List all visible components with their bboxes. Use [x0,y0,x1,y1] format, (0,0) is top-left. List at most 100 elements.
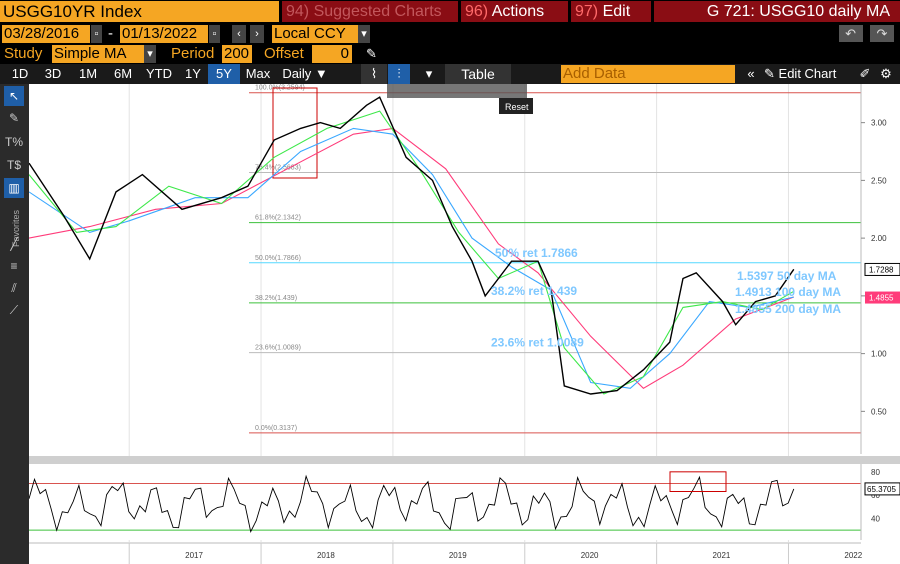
end-date-field[interactable]: 01/13/2022 [120,25,208,43]
date-separator: - [108,25,113,42]
edit-chart-button[interactable]: ✎ Edit Chart [764,64,854,84]
collapse-icon[interactable]: « [747,66,755,81]
annotation-label: 1.4913 100 day MA [735,285,841,299]
line-chart-icon[interactable]: ⌇ [361,64,387,84]
rsi-last-box [864,482,900,496]
suggested-charts-menu[interactable]: 94) Suggested Charts [282,1,458,22]
period-button[interactable]: 1Y [185,66,201,81]
study-select[interactable]: Simple MA [52,45,144,63]
rsi-background [29,464,861,540]
pane-divider[interactable] [29,456,900,464]
y-tick-label: 3.00 [871,119,887,128]
fib-level-label: 38.2%(1.439) [255,295,297,302]
x-axis: 2017 2018 2019 2020 2021 2022 [29,542,900,564]
menu-number: 96) [465,3,489,20]
chevron-down-icon[interactable]: ▾ [425,66,433,81]
annotation-label: 50% ret 1.7866 [495,246,578,260]
y-tick-label: 2.50 [871,176,887,185]
chevron-down-icon[interactable]: ▾ [144,45,156,63]
period-button[interactable]: 1D [11,66,29,81]
bars-icon[interactable]: ▥ [4,178,24,198]
last-ma-label: 1.4855 [869,294,894,303]
annotation-label: 38.2% ret 1.439 [491,284,577,298]
rsi-tick-label: 40 [871,515,880,524]
window-title: G 721: USGG10 daily MA [654,1,900,22]
y-tick-label: 1.00 [871,350,887,359]
x-tick-label: 2017 [185,551,203,560]
fib-level-label: 76.4%(2.5683) [255,164,301,171]
channel-icon[interactable]: ⫽ [11,281,17,295]
pen-icon[interactable]: ✎ [8,111,20,125]
actions-menu[interactable]: 96) Actions [461,1,568,22]
calendar-icon[interactable]: ▫ [209,25,220,43]
chevron-down-icon[interactable]: ▾ [358,25,370,43]
offset-input[interactable]: 0 [312,45,352,63]
period-button[interactable]: 5Y [208,64,240,84]
cursor-icon[interactable]: ↖ [4,86,24,106]
period-button[interactable]: Max [245,66,271,81]
offset-label: Offset [264,45,304,62]
calendar-icon[interactable]: ▫ [91,25,102,43]
title-bar: USGG10YR Index 94) Suggested Charts 96) … [0,0,900,24]
x-tick-label: 2022 [844,551,862,560]
rsi-tick-label: 80 [871,468,880,477]
chevron-left-icon[interactable]: ‹ [232,25,246,43]
edit-icon[interactable]: ✐ [859,66,871,81]
undo-icon[interactable]: ↶ [838,25,863,42]
x-tick-label: 2020 [581,551,599,560]
redo-icon[interactable]: ↷ [870,25,894,42]
y-tick-label: 0.50 [871,407,887,416]
price-chart[interactable]: 100.0%(3.2594)76.4%(2.5683)61.8%(2.1342)… [28,84,900,564]
fib-level-label: 61.8%(2.1342) [255,215,301,222]
period-button[interactable]: 1M [78,66,98,81]
fib-level-label: 0.0%(0.3137) [255,425,297,432]
chevron-right-icon[interactable]: › [250,25,264,43]
pen-icon: ✎ [764,66,775,81]
table-button[interactable]: Table [445,64,511,84]
y-tick-label: 2.00 [871,234,887,243]
period-button[interactable]: YTD [146,66,172,81]
menu-label: Suggested Charts [313,3,442,20]
period-button[interactable]: 6M [113,66,133,81]
period-label: Period [171,45,215,62]
rsi-tick-label: 60 [871,491,880,500]
pen-icon[interactable]: ✎ [366,46,377,61]
line-icon[interactable]: ╱ [10,237,18,251]
currency-select[interactable]: Local CCY [272,25,358,43]
annotation-label: 23.6% ret 1.0089 [491,336,584,350]
series-line-100-day-ma [28,127,794,389]
fib-level-label: 23.6%(1.0089) [255,345,301,352]
rsi-pane: 80 60 40 65.3705 [28,464,900,540]
add-data-input[interactable]: Add Data [561,65,735,83]
gear-icon[interactable]: ⚙ [880,66,892,81]
edit-menu[interactable]: 97) Edit [571,1,651,22]
text-dollar-icon[interactable]: T$ [6,158,21,172]
fib-icon[interactable]: ≡ [10,259,18,273]
bar-chart-icon[interactable]: ⫶ [388,64,410,84]
annotation-label: 1.5397 50 day MA [737,269,837,283]
reset-label: Reset [505,102,529,112]
zoom-popup[interactable]: Reset [387,84,533,114]
x-tick-label: 2018 [317,551,335,560]
main-pane [29,84,861,454]
period-button[interactable]: Daily ▼ [282,66,328,81]
highlight-box [272,87,318,179]
rsi-line [28,474,795,533]
menu-label: Edit [602,3,631,20]
ticker-field[interactable]: USGG10YR Index [0,1,279,22]
reset-button[interactable] [499,98,533,114]
text-percent-icon[interactable]: T% [5,135,23,149]
annotation-label: 1.4855 200 day MA [735,302,841,316]
series-line-usgg10yr [28,96,795,395]
last-price-label: 1.7288 [869,265,894,274]
period-button[interactable]: 3D [44,66,62,81]
rsi-highlight-box [669,471,727,493]
period-toolbar: 1D 3D 1M 6M YTD 1Y 5Y Max Daily ▼ ⌇ ⫶ ▾ Table Ad… [0,64,900,84]
period-input[interactable]: 200 [222,45,252,63]
menu-label: Actions [491,3,545,20]
drawing-toolbar: ↖ ✎ T% T$ ▥ Favorites ╱ ≡ ⫽ ⟋ [0,84,29,564]
trend-icon[interactable]: ⟋ [9,303,19,317]
chart-area[interactable]: 100.0%(3.2594) 76.4%(2.5683) 61.8%(2.1342)… [28,84,900,564]
start-date-field[interactable]: 03/28/2016 [2,25,90,43]
zoom-bar[interactable] [387,84,527,98]
